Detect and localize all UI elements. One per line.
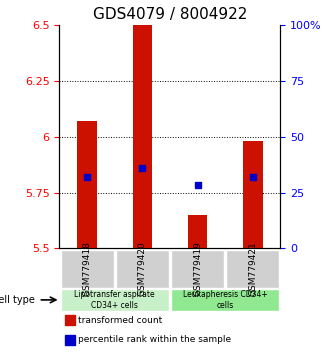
FancyBboxPatch shape <box>226 250 280 288</box>
Text: transformed count: transformed count <box>78 315 162 325</box>
Title: GDS4079 / 8004922: GDS4079 / 8004922 <box>93 7 247 22</box>
FancyBboxPatch shape <box>116 250 169 288</box>
Text: percentile rank within the sample: percentile rank within the sample <box>78 335 231 344</box>
Text: GSM779421: GSM779421 <box>248 241 257 296</box>
Bar <box>133 0 152 249</box>
Text: GSM779418: GSM779418 <box>82 241 91 296</box>
FancyBboxPatch shape <box>171 289 280 310</box>
Text: cell type: cell type <box>0 295 35 305</box>
Text: Leukapheresis CD34+
cells: Leukapheresis CD34+ cells <box>183 290 268 310</box>
Text: Lipotransfer aspirate
CD34+ cells: Lipotransfer aspirate CD34+ cells <box>74 290 155 310</box>
FancyBboxPatch shape <box>60 289 169 310</box>
FancyBboxPatch shape <box>171 250 224 288</box>
Text: GSM779420: GSM779420 <box>138 241 147 296</box>
FancyBboxPatch shape <box>60 250 114 288</box>
Bar <box>188 215 207 249</box>
Bar <box>243 141 263 249</box>
Bar <box>77 121 97 249</box>
Text: GSM779419: GSM779419 <box>193 241 202 296</box>
